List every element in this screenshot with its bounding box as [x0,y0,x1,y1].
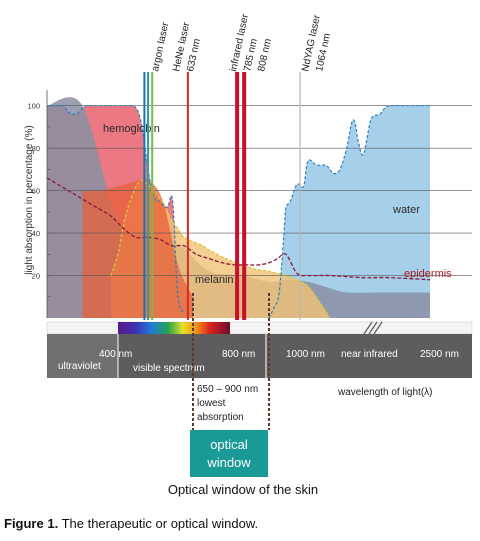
optical-window-caption: Optical window of the skin [168,482,318,497]
x-axis-label: wavelength of light(λ) [337,387,433,398]
water-curve [268,104,430,319]
window-note-line1: lowest [197,398,226,409]
region-visible-spectrum: visible spectrum [133,363,205,374]
water-fill [269,105,430,318]
series-label-epidermis: epidermis [404,268,452,280]
window-note-line2: absorption [197,412,244,423]
axis-break-icon [363,321,383,335]
y-axis: light absorption in percentage (%) 20 40 6… [24,90,51,318]
red-absorption-fill [82,178,193,318]
series-labels: hemoglobin water epidermis melanin [103,123,452,286]
melanin-curve [110,179,331,319]
ultraviolet-band [47,334,118,378]
laser-lines [143,72,301,320]
y-tick-40: 40 [32,229,40,238]
y-tick-100: 100 [27,102,40,111]
series-label-water: water [392,204,420,216]
tick-near-infrared: near infrared [341,349,398,360]
y-tick-20: 20 [32,272,40,281]
tick-400nm: 400 nm [99,349,132,360]
laser-labels: argon laser HeNe laser 633 nm infrared l… [150,13,333,73]
spectrum-bar: 400 nm 800 nm 1000 nm near infrared 2500… [46,321,473,398]
series-label-hemoglobin: hemoglobin [103,123,160,135]
series-label-melanin: melanin [195,274,234,286]
region-ultraviolet: ultraviolet [58,361,101,372]
tick-800nm: 800 nm [222,349,255,360]
window-range-label: 650 – 900 nm [197,384,258,395]
laser-label-argon: argon laser [150,21,171,73]
y-tick-80: 80 [32,144,40,153]
absorption-chart: light absorption in percentage (%) 20 40 6… [24,13,473,497]
optical-window-box [190,430,268,477]
figure-caption-text: The therapeutic or optical window. [61,516,259,531]
optical-window: 650 – 900 nm lowest absorption optical w… [168,293,318,497]
visible-spectrum-gradient [118,322,230,334]
spectrum-strip [46,321,473,335]
epidermis-curve [46,177,431,281]
figure-caption: Figure 1. The therapeutic or optical win… [4,516,258,531]
optical-window-line2: window [206,455,251,470]
absorption-curves [46,104,431,319]
absorption-fills [47,97,430,318]
y-axis-label: light absorption in percentage (%) [24,125,35,275]
y-tick-60: 60 [32,187,40,196]
tick-2500nm: 2500 nm [420,349,459,360]
figure-caption-label: Figure 1. [4,516,59,531]
tick-1000nm: 1000 nm [286,349,325,360]
grid-lines [47,105,472,276]
optical-window-line1: optical [210,437,248,452]
hemoglobin-curve [47,104,185,315]
